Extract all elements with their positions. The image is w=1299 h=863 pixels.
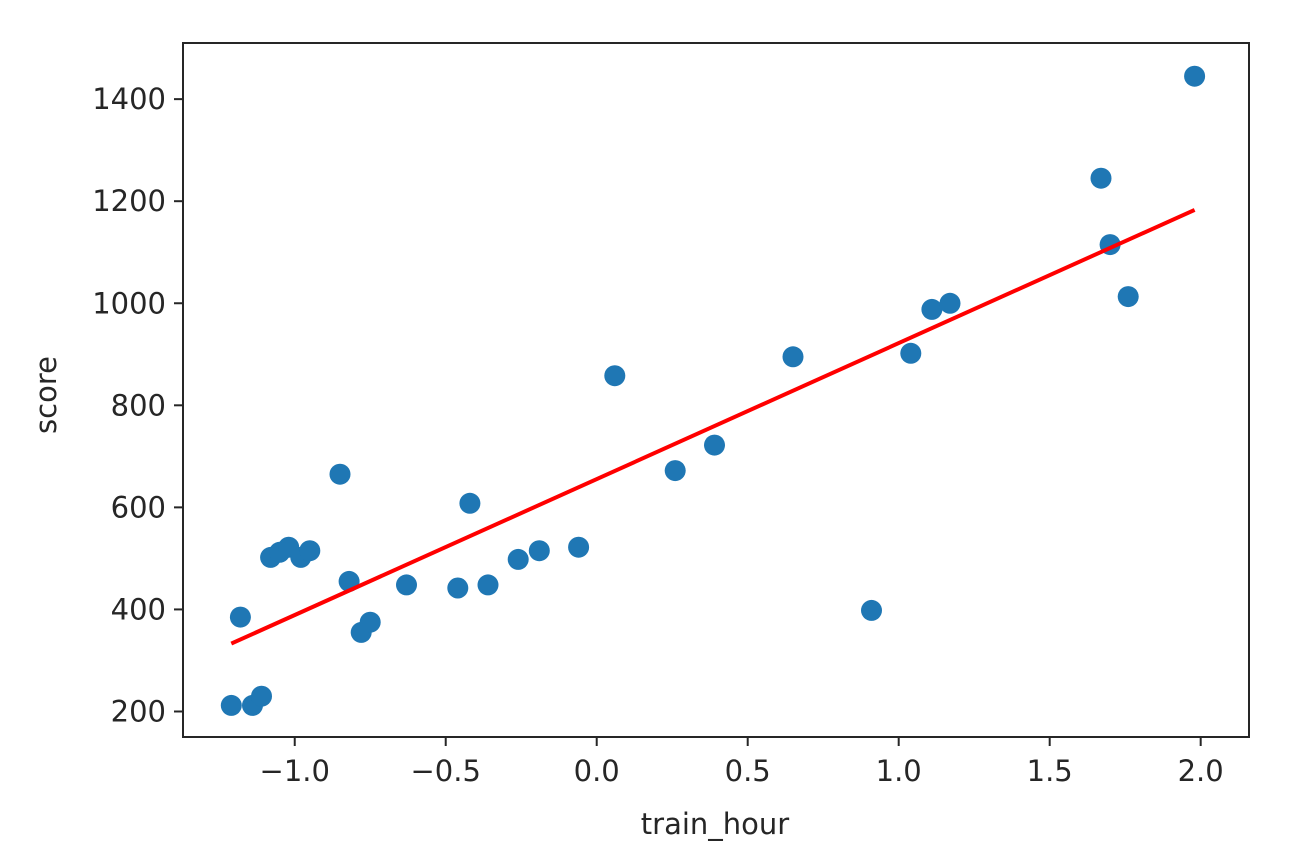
y-tick-label: 1200: [92, 184, 166, 218]
regression-line: [230, 208, 1196, 646]
scatter-point: [459, 492, 481, 514]
scatter-point: [1184, 65, 1206, 87]
plot-frame: [182, 42, 1250, 738]
scatter-point: [1090, 167, 1112, 189]
y-tick-label: 1000: [92, 286, 166, 320]
scatter-point: [396, 574, 417, 596]
scatter-point: [507, 548, 529, 570]
scatter-point: [329, 463, 351, 485]
axes: −1.0 −0.5 0.0 0.5 1.0 1.5 2.0 200 400 600 800 1000 1…: [92, 42, 1250, 788]
scatter-point: [921, 298, 943, 320]
scatter-point: [447, 577, 469, 599]
y-tick-label: 1400: [92, 82, 166, 116]
scatter-point: [568, 536, 590, 558]
scatter-point: [477, 574, 499, 596]
scatter-point: [782, 346, 804, 368]
scatter-point: [359, 611, 381, 633]
x-tick-label: −0.5: [411, 754, 481, 788]
y-tick-label: 800: [111, 388, 166, 422]
scatter-point: [528, 540, 550, 562]
plot-marks: [220, 65, 1206, 716]
x-tick-label: 1.0: [876, 754, 922, 788]
x-axis-label: train_hour: [641, 807, 790, 841]
scatter-point: [299, 540, 321, 562]
y-tick-label: 200: [111, 694, 166, 728]
scatter-point: [861, 599, 882, 621]
scatter-point: [939, 292, 961, 314]
scatter-point: [664, 460, 686, 482]
scatter-point: [251, 685, 272, 707]
x-tick-label: 1.5: [1027, 754, 1073, 788]
x-tick-label: 2.0: [1178, 754, 1224, 788]
x-tick-label: 0.5: [725, 754, 771, 788]
y-tick-label: 400: [111, 592, 166, 626]
scatter-point: [220, 694, 242, 716]
scatter-point: [704, 434, 725, 456]
y-tick-label: 600: [111, 490, 166, 524]
x-tick-label: −1.0: [260, 754, 330, 788]
scatter-point: [229, 606, 251, 628]
y-axis-label: score: [29, 356, 63, 434]
scatter-point: [1117, 286, 1139, 308]
scatter-point: [604, 365, 626, 387]
x-tick-label: 0.0: [574, 754, 620, 788]
scatter-point: [900, 342, 922, 364]
